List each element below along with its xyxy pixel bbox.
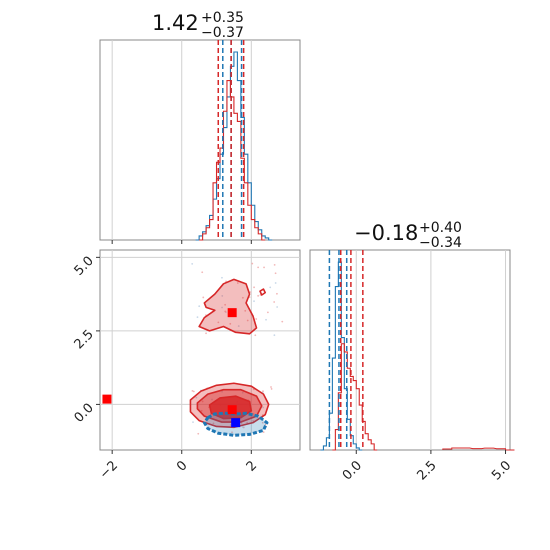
title-2-plus: +0.40 — [419, 220, 462, 236]
title-1-value: 1.42 — [152, 11, 199, 35]
tick-label-param2-x: 0.0 — [340, 458, 365, 483]
sample-dot — [254, 334, 257, 337]
sample-dot — [281, 320, 284, 323]
sample-dot — [224, 310, 227, 313]
sample-dot — [221, 306, 223, 309]
sample-dot — [246, 319, 249, 322]
sample-dot — [221, 390, 223, 393]
sample-dot — [262, 431, 265, 433]
sample-dot — [200, 409, 203, 412]
sample-dot — [201, 271, 204, 274]
sample-dot — [229, 322, 232, 325]
sample-dot — [273, 301, 276, 303]
sample-dot — [253, 286, 255, 289]
sample-dot — [212, 422, 215, 425]
title-1-minus: −0.37 — [201, 25, 244, 41]
sample-dot — [270, 388, 273, 390]
sample-dot — [252, 419, 254, 422]
sample-dot — [205, 332, 207, 335]
sample-dot — [262, 406, 265, 409]
sample-dot — [191, 262, 194, 265]
panel-top-left — [99, 39, 301, 241]
sample-dot — [202, 296, 205, 299]
sample-dot — [196, 316, 199, 319]
title-parameter-1: 1.42 +0.35 −0.37 — [152, 10, 244, 41]
marker-square-red-main — [227, 405, 237, 415]
contour-series-2 — [198, 278, 258, 335]
sample-dot — [191, 389, 194, 392]
title-2-value: −0.18 — [354, 221, 418, 245]
sample-dot — [221, 276, 223, 279]
panel-top-left-frame — [99, 39, 301, 241]
sample-dot — [221, 295, 224, 297]
tick-label-param1: 0 — [174, 458, 190, 474]
sample-dot — [237, 325, 240, 327]
sample-dot — [192, 421, 194, 424]
sample-dot — [217, 321, 220, 324]
sample-dot — [241, 391, 244, 394]
sample-dot — [242, 426, 245, 429]
sample-dot — [270, 386, 272, 388]
sample-dot — [257, 294, 260, 297]
tick-label-param2-y: 2.5 — [72, 327, 97, 352]
tick-label-param1: −2 — [97, 458, 121, 482]
sample-dot — [266, 311, 269, 314]
panel-bottom-right-frame — [309, 249, 511, 451]
sample-dot — [274, 282, 277, 284]
sample-dot — [192, 390, 195, 393]
sample-dot — [261, 421, 264, 424]
sample-dot — [251, 262, 254, 265]
title-2-minus: −0.34 — [419, 235, 462, 251]
marker-square-red-upper — [227, 308, 237, 318]
panel-bottom-left-frame — [99, 249, 301, 451]
marker-square-red-outlier — [102, 394, 112, 404]
tick-label-param2-y: 0.0 — [72, 401, 97, 426]
sample-dot — [236, 282, 239, 284]
sample-dot — [276, 306, 279, 308]
sample-dot — [246, 421, 249, 424]
sample-dot — [273, 264, 276, 266]
sample-dot — [274, 272, 277, 275]
histogram-param1-series-2 — [199, 80, 266, 241]
sample-dot — [211, 398, 213, 401]
sample-dot — [264, 423, 267, 426]
histogram-param2-tail — [442, 447, 515, 451]
sample-dot — [249, 291, 252, 294]
title-parameter-2: −0.18 +0.40 −0.34 — [354, 220, 462, 251]
sample-dot — [195, 396, 198, 399]
sample-dot — [262, 390, 264, 393]
sample-dot — [241, 296, 244, 299]
sample-dot — [257, 266, 260, 269]
sample-dot — [244, 309, 247, 312]
title-1-plus: +0.35 — [201, 10, 244, 26]
sample-dot — [273, 334, 276, 337]
panel-bottom-right — [309, 249, 515, 451]
panel-bottom-left — [99, 249, 301, 451]
sample-dot — [255, 318, 258, 320]
sample-dot — [263, 266, 265, 269]
sample-dot — [265, 318, 267, 321]
sample-dot — [198, 305, 201, 308]
sample-dot — [253, 300, 255, 303]
sample-dot — [224, 303, 227, 306]
sample-dot — [231, 431, 233, 434]
sample-dot — [276, 292, 278, 295]
tick-label-param1: 2 — [244, 458, 260, 474]
marker-square-blue — [231, 418, 241, 428]
tick-label-param2-x: 5.0 — [489, 458, 514, 483]
sample-dot — [201, 400, 204, 403]
tick-label-param2-y: 5.0 — [72, 254, 97, 279]
sample-dot — [269, 286, 272, 289]
sample-dot — [252, 413, 255, 415]
tick-label-param2-x: 2.5 — [414, 458, 439, 483]
histogram-param2-series-2 — [332, 343, 378, 451]
contour-series-2 — [259, 288, 267, 296]
sample-dot — [197, 432, 200, 435]
